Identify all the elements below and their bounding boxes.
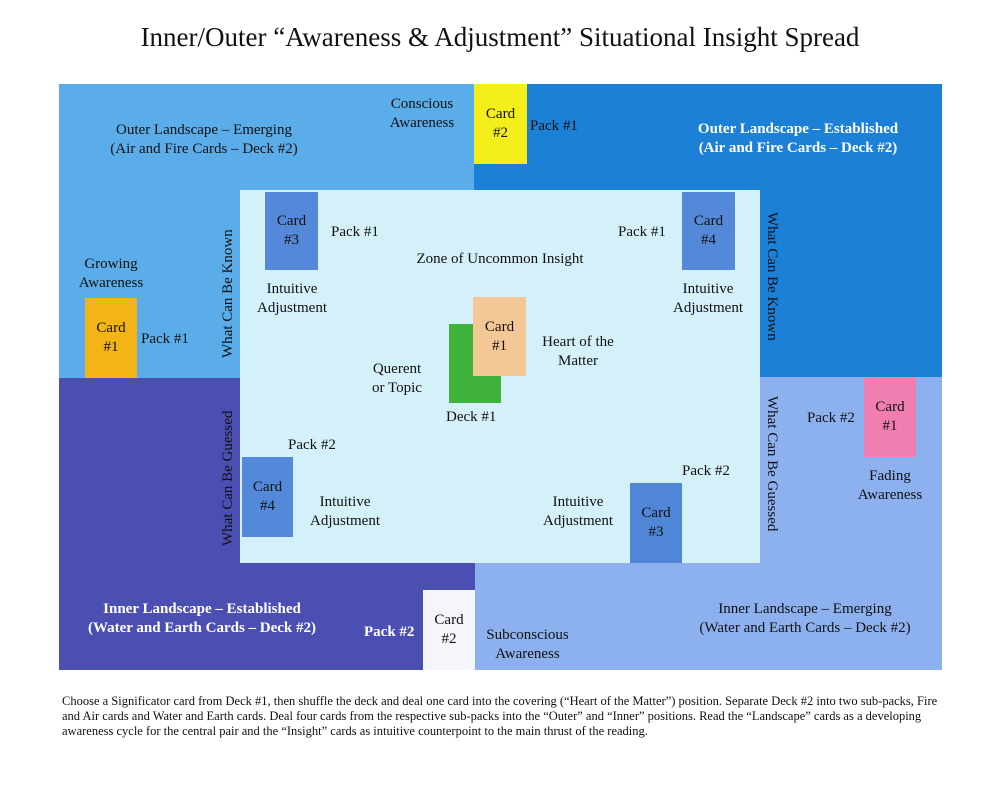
card-2-subconscious[interactable]: Card #2 [423, 590, 475, 670]
label-line: Awareness [389, 115, 455, 131]
card-3-top-left-insight[interactable]: Card #3 [265, 192, 318, 270]
label-line: Growing [84, 256, 138, 272]
label-line: Matter [558, 353, 598, 369]
pack-label: Pack #1 [331, 224, 379, 240]
inner-emerging-label: Inner Landscape – Emerging (Water and Ear… [670, 600, 940, 638]
page-title: Inner/Outer “Awareness & Adjustment” Sit… [140, 22, 860, 52]
outer-emerging-label: Outer Landscape – Emerging (Air and Fire … [84, 121, 324, 159]
card-label: Card [484, 318, 515, 335]
outer-established-label: Outer Landscape – Established (Air and Fi… [668, 120, 928, 158]
fading-awareness-label: Fading Awareness [850, 467, 930, 505]
card-label: Card [485, 106, 516, 122]
heart-of-matter-label: Heart of the Matter [533, 333, 623, 371]
card-4-top-right-insight[interactable]: Card #4 [682, 192, 735, 270]
card-number: #3 [283, 232, 299, 248]
intuitive-adjustment-label: Intuitive Adjustment [303, 493, 387, 531]
card-label: Card [434, 612, 464, 628]
pack-label: Pack #2 [807, 410, 855, 426]
what-can-be-guessed-left: What Can Be Guessed [220, 410, 236, 546]
region-subtitle: (Air and Fire Cards – Deck #2) [698, 140, 898, 156]
card-2-conscious[interactable]: Card #2 [474, 84, 527, 164]
region-subtitle: (Water and Earth Cards – Deck #2) [699, 620, 911, 636]
label-line: Adjustment [310, 513, 380, 529]
card-label: Card [641, 505, 671, 521]
pack-label: Pack #2 [364, 624, 415, 640]
label-line: or Topic [372, 380, 422, 396]
label-line: Adjustment [543, 513, 613, 529]
label-line: Intuitive [266, 281, 318, 297]
inner-established-label: Inner Landscape – Established (Water and … [62, 600, 342, 638]
intuitive-adjustment-label: Intuitive Adjustment [536, 493, 620, 531]
querent-label: Querent or Topic [362, 360, 432, 398]
card-4-bottom-left-insight[interactable]: Card #4 [242, 457, 293, 537]
label-line: Intuitive [552, 494, 604, 510]
label-line: Fading [869, 468, 911, 484]
label-line: Subconscious [486, 627, 569, 643]
card-1-heart-of-matter[interactable]: Card #1 [473, 297, 526, 376]
what-can-be-known-right: What Can Be Known [764, 212, 780, 341]
label-line: Heart of the [542, 334, 614, 350]
card-number: #4 [700, 232, 716, 248]
label-line: Awareness [78, 275, 144, 291]
card-1-fading[interactable]: Card #1 [864, 377, 916, 457]
pack-label: Pack #1 [141, 331, 189, 347]
card-label: Card [276, 213, 307, 229]
region-subtitle: (Water and Earth Cards – Deck #2) [87, 620, 317, 636]
card-1-growing[interactable]: Card #1 [85, 298, 137, 378]
card-label: Card [252, 479, 283, 495]
what-can-be-guessed-right: What Can Be Guessed [764, 396, 780, 532]
card-label: Card [693, 213, 724, 229]
pack-label: Pack #1 [618, 224, 666, 240]
label-line: Intuitive [319, 494, 371, 510]
card-label: Card [875, 399, 905, 415]
intuitive-adjustment-label: Intuitive Adjustment [250, 280, 334, 318]
deck-1-label: Deck #1 [446, 409, 497, 425]
zone-label: Zone of Uncommon Insight [416, 251, 584, 267]
region-title: Inner Landscape – Established [103, 601, 301, 617]
region-subtitle: (Air and Fire Cards – Deck #2) [110, 141, 298, 157]
label-line: Awareness [495, 646, 560, 662]
card-number: #1 [882, 418, 898, 434]
card-label: Card [96, 320, 126, 336]
pack-label: Pack #2 [682, 463, 730, 479]
card-number: #3 [648, 524, 664, 540]
region-title: Outer Landscape – Established [697, 121, 899, 137]
label-line: Adjustment [257, 300, 327, 316]
card-number: #4 [259, 498, 275, 514]
subconscious-awareness-label: Subconscious Awareness [480, 626, 575, 664]
growing-awareness-label: Growing Awareness [70, 255, 152, 293]
intuitive-adjustment-label: Intuitive Adjustment [666, 280, 750, 318]
card-number: #1 [103, 339, 119, 355]
pack-label: Pack #1 [530, 118, 578, 134]
what-can-be-known-left: What Can Be Known [220, 229, 236, 358]
label-line: Adjustment [673, 300, 743, 316]
conscious-awareness-label: Conscious Awareness [380, 95, 464, 133]
region-title: Outer Landscape – Emerging [116, 122, 292, 138]
pack-label: Pack #2 [288, 437, 336, 453]
label-line: Intuitive [682, 281, 734, 297]
label-line: Awareness [857, 487, 923, 503]
card-number: #1 [491, 337, 507, 354]
region-title: Inner Landscape – Emerging [718, 601, 892, 617]
card-3-bottom-right-insight[interactable]: Card #3 [630, 483, 682, 563]
label-line: Querent [372, 361, 422, 377]
card-number: #2 [492, 125, 508, 141]
instructions-text: Choose a Significator card from Deck #1,… [62, 694, 938, 738]
card-number: #2 [441, 631, 457, 647]
label-line: Conscious [390, 96, 454, 112]
